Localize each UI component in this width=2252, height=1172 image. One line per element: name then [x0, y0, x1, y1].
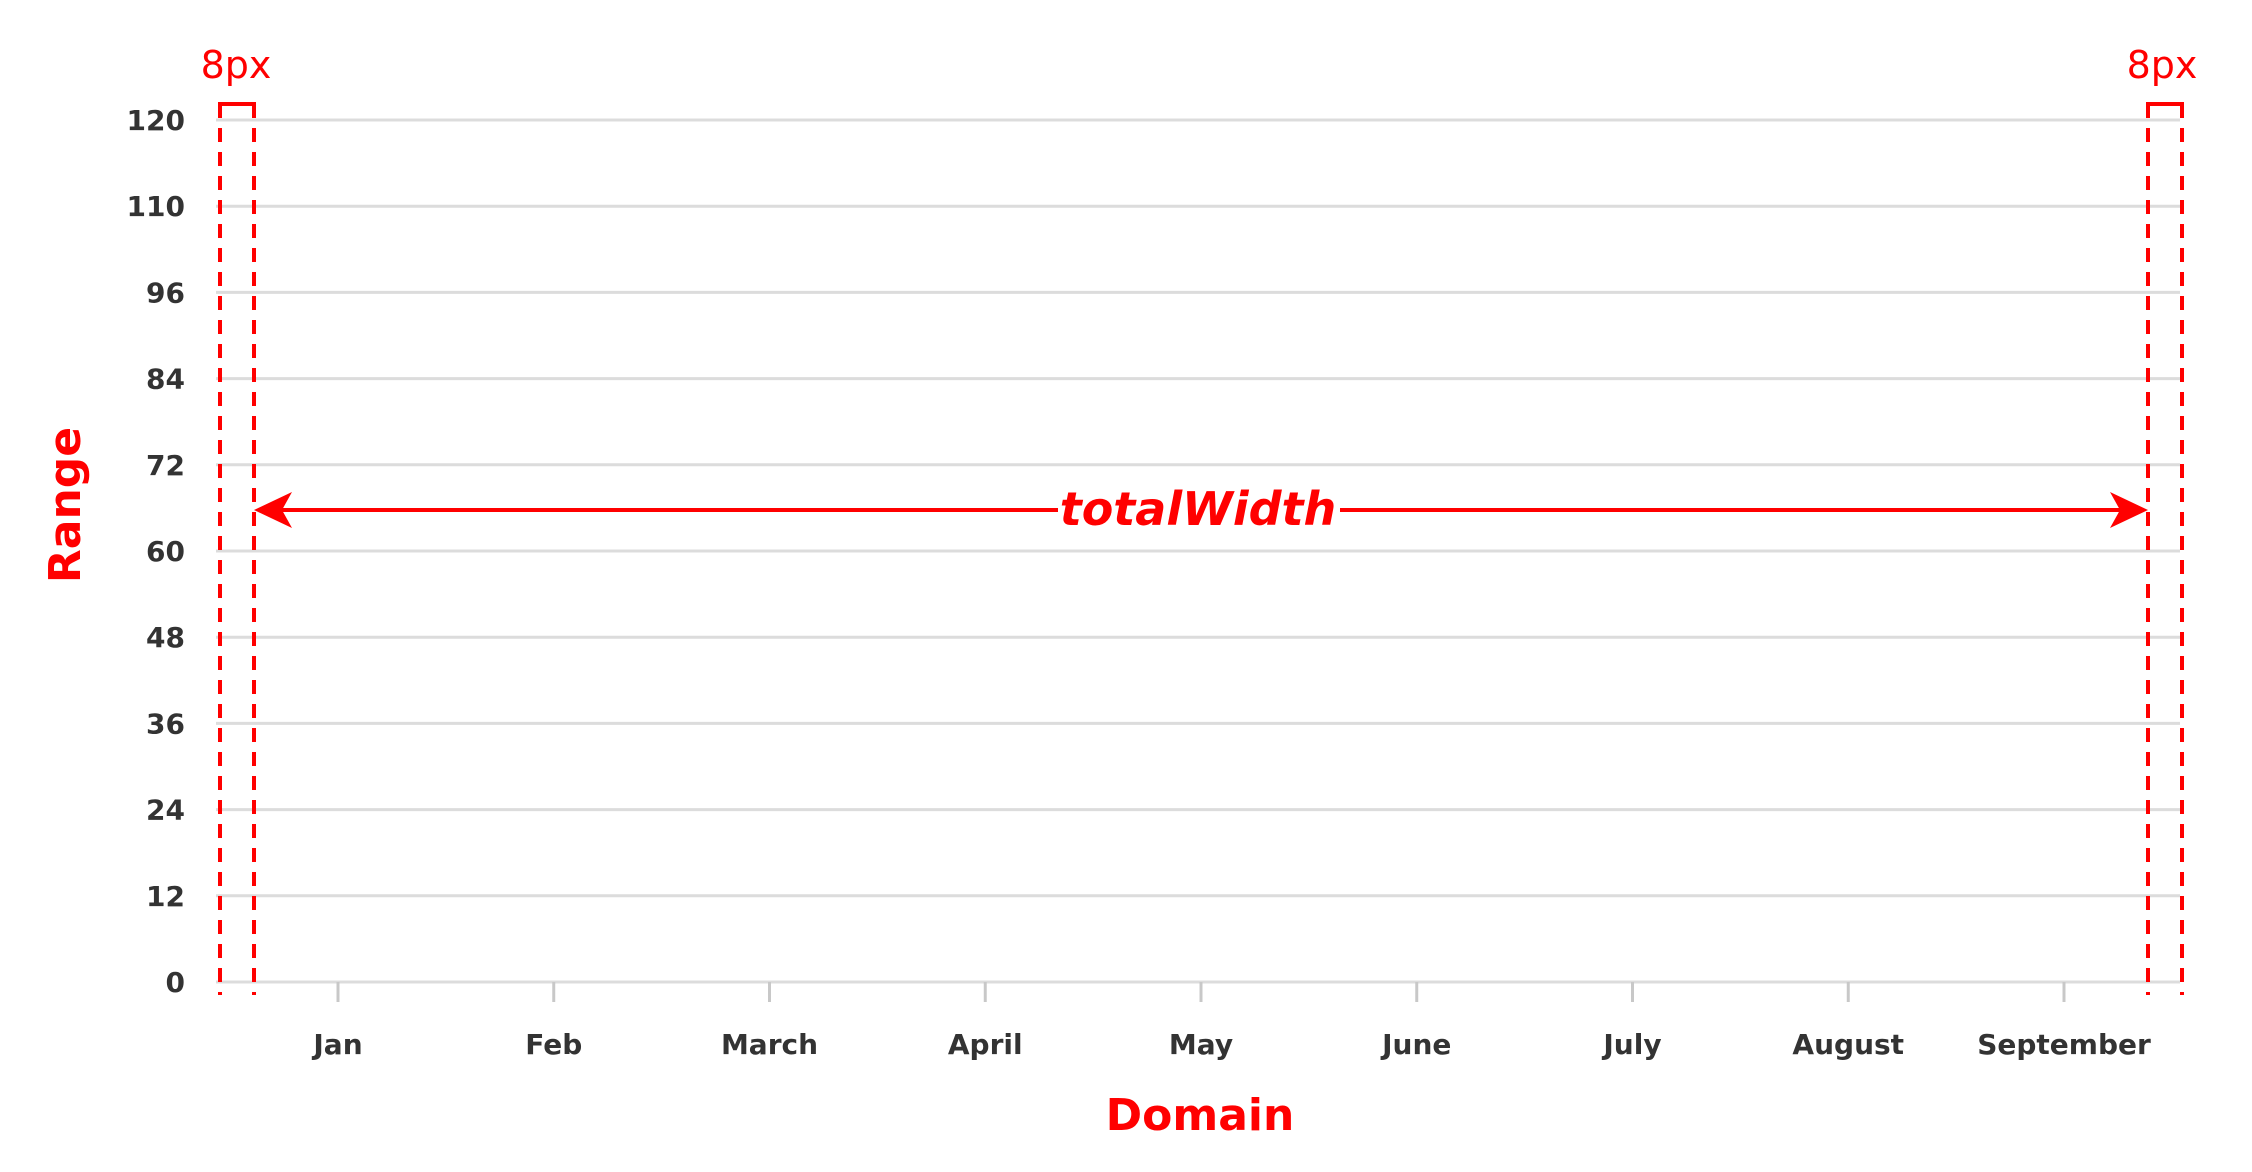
x-tick-label: Jan — [311, 1028, 362, 1061]
y-tick-label: 110 — [127, 190, 185, 223]
y-tick-label: 120 — [127, 104, 185, 137]
x-tick-label: March — [721, 1028, 818, 1061]
right-padding-bracket — [2146, 102, 2184, 112]
x-axis-title: Domain — [1106, 1090, 1295, 1141]
x-tick-label: May — [1169, 1028, 1233, 1061]
x-tick-label: June — [1380, 1028, 1451, 1061]
y-axis-title: Range — [40, 427, 91, 583]
y-tick-label: 36 — [146, 707, 185, 740]
x-tick-label: Feb — [525, 1028, 582, 1061]
y-axis: 0 12 24 36 48 60 72 84 96 110 120 — [127, 104, 185, 999]
right-padding-label: 8px — [2127, 43, 2198, 87]
left-padding-label: 8px — [201, 43, 272, 87]
y-tick-label: 0 — [166, 966, 185, 999]
annotation-layer — [218, 102, 2184, 995]
x-tick-label: July — [1601, 1028, 1661, 1061]
width-arrow-right-head — [2110, 492, 2148, 528]
y-tick-label: 12 — [146, 880, 185, 913]
y-tick-label: 72 — [146, 449, 185, 482]
y-tick-label: 60 — [146, 535, 185, 568]
y-tick-label: 96 — [146, 276, 185, 309]
x-tick-label: August — [1792, 1028, 1904, 1061]
width-arrow-left-head — [254, 492, 292, 528]
grid-layer — [216, 118, 2180, 984]
x-tick-label: September — [1977, 1028, 2151, 1061]
x-axis: Jan Feb March April May June July August Septemb… — [311, 982, 2151, 1061]
left-padding-bracket — [218, 102, 256, 112]
total-width-label: totalWidth — [1060, 482, 1337, 536]
y-tick-label: 24 — [146, 794, 185, 827]
y-tick-label: 84 — [146, 363, 185, 396]
x-tick-label: April — [948, 1028, 1023, 1061]
y-tick-label: 48 — [146, 621, 185, 654]
